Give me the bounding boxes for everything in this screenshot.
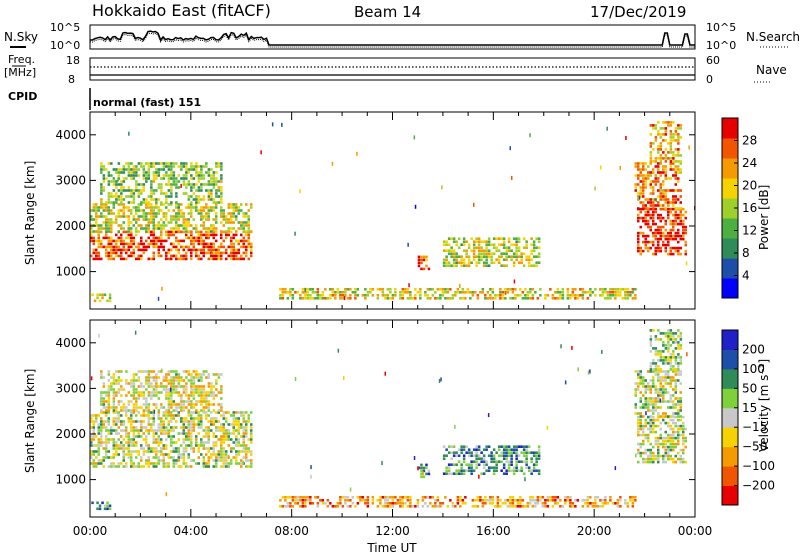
colorbar-tick-label: 4 xyxy=(742,269,750,283)
noise-tick-top-left: 10^5 xyxy=(50,21,80,34)
x-tick-label: 04:00 xyxy=(174,524,209,538)
nsearch-label: N.Search xyxy=(746,30,800,44)
echo-region-5 xyxy=(417,255,431,271)
y-tick-label: 3000 xyxy=(55,173,86,187)
echo-region-0 xyxy=(91,293,112,303)
echo-region-2 xyxy=(100,370,223,412)
echo-region-1 xyxy=(90,230,253,261)
colorbar-tick-label: 16 xyxy=(742,201,757,215)
freq-label: Freq. xyxy=(8,53,35,66)
y-tick-label: 1000 xyxy=(55,265,86,279)
noise-tick-bottom-right: 10^0 xyxy=(706,39,736,52)
power-colorbar-label: Power [dB] xyxy=(757,185,771,250)
velocity-colorbar-label: Velocity [m s⁻¹] xyxy=(757,359,771,452)
nsky-label: N.Sky xyxy=(4,30,38,44)
colorbar-tick-label: −15 xyxy=(742,420,767,434)
velocity-scatter-data xyxy=(90,329,688,511)
velocity-ylabel: Slant Range [km] xyxy=(23,369,37,473)
x-tick-label: 16:00 xyxy=(476,524,511,538)
echo-region-0 xyxy=(91,501,112,511)
freq-tick-bottom: 8 xyxy=(68,73,75,86)
power-colorbar: 28 24 20 16 12 8 4 xyxy=(721,117,757,299)
noise-tick-top-right: 10^5 xyxy=(706,21,736,34)
cpid-value: normal (fast) 151 xyxy=(93,96,201,109)
noise-tick-bottom-left: 10^0 xyxy=(50,39,80,52)
echo-region-4 xyxy=(279,288,637,300)
colorbar-tick-label: 12 xyxy=(742,224,757,238)
power-scatter-data xyxy=(90,121,696,303)
echo-region-8 xyxy=(634,162,682,210)
y-tick-label: 1000 xyxy=(55,473,86,487)
noise-search-line xyxy=(90,32,695,48)
beam-label: Beam 14 xyxy=(354,3,421,21)
colorbar-tick-label: −200 xyxy=(742,479,775,493)
echo-region-3 xyxy=(100,162,223,204)
nave-tick-bottom: 0 xyxy=(706,73,713,86)
y-tick-label: 4000 xyxy=(55,336,86,350)
colorbar-tick-label: 20 xyxy=(742,179,757,193)
colorbar-tick-label: −50 xyxy=(742,440,767,454)
echo-region-8 xyxy=(649,329,683,371)
colorbar-tick-label: 15 xyxy=(742,401,757,415)
echo-region-3 xyxy=(279,496,637,508)
colorbar-tick-label: 100 xyxy=(742,362,765,376)
cpid-label: CPID xyxy=(8,90,37,103)
nave-label: Nave xyxy=(756,63,787,77)
colorbar-tick-label: 50 xyxy=(742,381,757,395)
x-axis-label: Time UT xyxy=(366,541,417,554)
colorbar-tick-label: 24 xyxy=(742,156,757,170)
y-tick-label: 3000 xyxy=(55,381,86,395)
echo-region-6 xyxy=(637,415,687,464)
power-ylabel: Slant Range [km] xyxy=(23,161,37,265)
echo-region-2 xyxy=(90,203,253,233)
echo-region-7 xyxy=(634,370,682,418)
x-tick-label: 12:00 xyxy=(375,524,410,538)
freq-tick-top: 18 xyxy=(66,54,80,67)
x-tick-label: 08:00 xyxy=(274,524,309,538)
echo-region-5 xyxy=(442,445,541,475)
x-tick-label: 00:00 xyxy=(73,524,108,538)
freq-panel xyxy=(89,57,696,81)
freq-unit-label: [MHz] xyxy=(4,66,36,79)
y-tick-label: 2000 xyxy=(55,219,86,233)
station-title: Hokkaido East (fitACF) xyxy=(92,1,271,20)
noise-panel xyxy=(89,24,696,50)
velocity-panel: 4000 3000 2000 1000 00:00 04:00 08:00 12:00 16:0… xyxy=(55,319,713,538)
power-panel: 4000 3000 2000 1000 xyxy=(55,111,696,310)
echo-region-9 xyxy=(649,121,683,163)
colorbar-tick-label: 8 xyxy=(742,246,750,260)
velocity-colorbar: 200 100 50 15 −15 −50 −100 −200 xyxy=(721,329,775,506)
x-tick-label: 00:00 xyxy=(678,524,713,538)
echo-region-7 xyxy=(637,207,687,256)
echo-region-4 xyxy=(417,463,431,479)
noise-sky-line xyxy=(90,30,695,46)
y-tick-label: 2000 xyxy=(55,427,86,441)
colorbar-tick-label: 200 xyxy=(742,342,765,356)
colorbar-tick-label: 28 xyxy=(742,134,757,148)
date-label: 17/Dec/2019 xyxy=(590,3,686,21)
echo-region-1 xyxy=(90,411,253,468)
nave-tick-top: 60 xyxy=(706,54,720,67)
colorbar-tick-label: −100 xyxy=(742,459,775,473)
y-tick-label: 4000 xyxy=(55,128,86,142)
echo-region-6 xyxy=(442,237,541,267)
x-tick-label: 20:00 xyxy=(577,524,612,538)
